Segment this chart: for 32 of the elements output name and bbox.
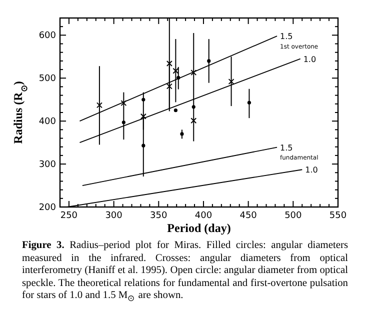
x-tick-label: 550 bbox=[329, 211, 347, 221]
point bbox=[174, 108, 178, 112]
x-tick-label: 500 bbox=[284, 211, 302, 221]
series-label: 1.5 bbox=[280, 32, 293, 42]
point bbox=[140, 113, 146, 120]
point bbox=[207, 59, 211, 63]
series-label: 1.5 bbox=[280, 143, 293, 152]
point bbox=[247, 100, 252, 104]
y-tick-label: 300 bbox=[38, 160, 56, 170]
x-tick-label: 400 bbox=[194, 211, 212, 221]
x-tick-label: 350 bbox=[150, 211, 168, 221]
point bbox=[96, 102, 102, 108]
x-axis-title: Period (day) bbox=[167, 221, 231, 235]
y-tick-label: 600 bbox=[38, 31, 56, 42]
legend-label: 1.0 bbox=[303, 54, 316, 64]
y-tick-label: 400 bbox=[38, 117, 56, 128]
point bbox=[190, 118, 197, 124]
x-tick-label: 300 bbox=[105, 211, 123, 221]
point bbox=[120, 100, 127, 106]
x-tick-label: 450 bbox=[240, 211, 258, 221]
point bbox=[180, 132, 184, 136]
legend-label: 1.0 bbox=[305, 166, 318, 175]
y-tick-label: 500 bbox=[38, 74, 56, 84]
point bbox=[166, 83, 172, 90]
point bbox=[228, 78, 234, 85]
point bbox=[166, 60, 172, 67]
y-tick-label: 200 bbox=[38, 203, 56, 213]
point bbox=[190, 70, 197, 76]
point bbox=[122, 120, 126, 124]
caption: Figure 3. Radius–period plot for Miras. Filled circles: angular diameters measured in the infrared. Crosses: angular diameters from optical interferometry (Haniff et al. 1995). Open circle: angular diameter from optical speckle. The theoretical relations for fundamental and first-overtone pulsation for stars of 1.0 and 1.5 M$_{⊙}$ are shown. bbox=[22, 240, 348, 304]
x-tick-label: 250 bbox=[60, 211, 78, 221]
point bbox=[142, 144, 146, 148]
